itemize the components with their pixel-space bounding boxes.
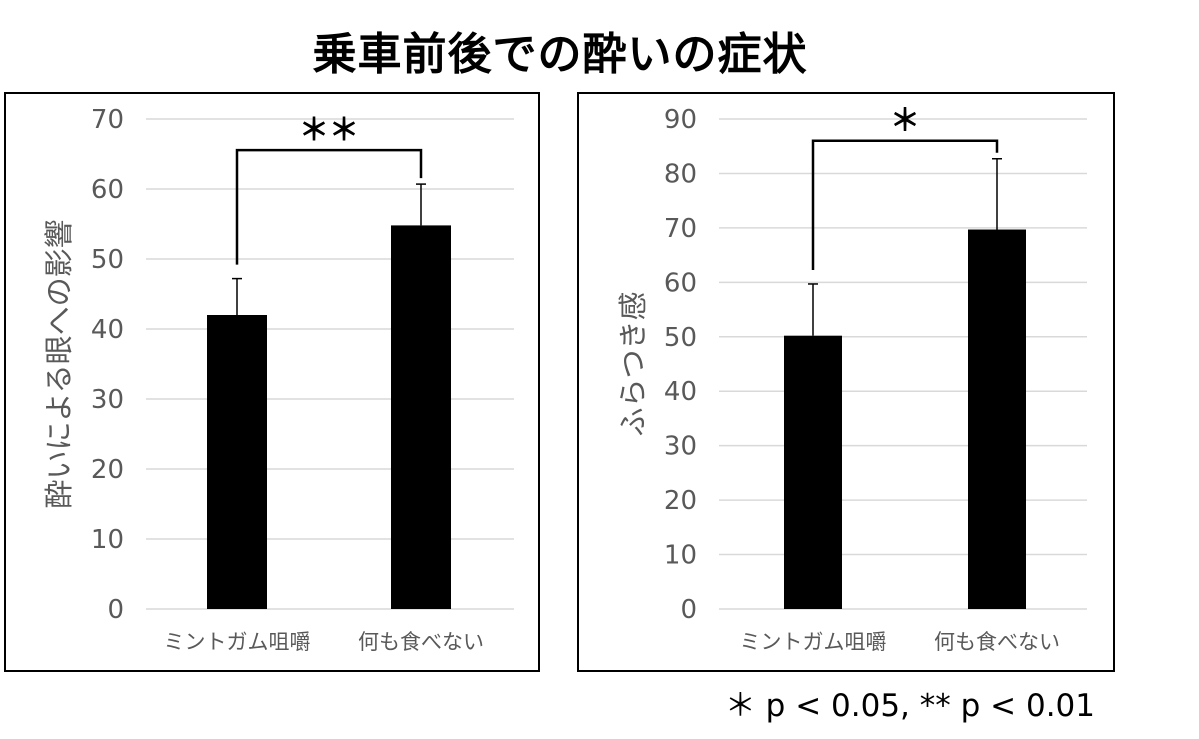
y-tick-label: 0 (107, 595, 124, 625)
significance-footnote: ＊ p < 0.05, ** p < 0.01 (724, 688, 1095, 724)
y-tick-label: 90 (664, 105, 697, 135)
x-category-label: 何も食べない (358, 630, 484, 654)
bar-chart-unsteadiness: 0 10 20 30 40 50 60 70 80 90 ミントガム咀嚼 何も食べない ＊ ふらつき感 (616, 104, 1087, 654)
y-tick-label: 80 (664, 159, 697, 189)
y-tick-label: 30 (664, 432, 697, 462)
y-tick-label: 60 (664, 268, 697, 298)
significance-marker: ＊ (890, 104, 920, 139)
significance-bracket (235, 148, 423, 265)
significance-marker: ＊＊ (299, 113, 359, 148)
y-tick-label: 30 (91, 385, 124, 415)
y-tick-label: 10 (91, 525, 124, 555)
y-tick-label: 40 (91, 315, 124, 345)
y-axis-label: 酔いによる眼への影響 (42, 219, 76, 508)
y-tick-label: 20 (91, 455, 124, 485)
chart-panel-eye-effect: 0 10 20 30 40 50 60 70 ミントガム咀嚼 何も食べない ＊＊ 酔いによる眼への影響 (4, 92, 540, 672)
chart-title: 乗車前後での酔いの症状 (312, 29, 808, 80)
y-tick-label: 50 (91, 245, 124, 275)
bar (968, 229, 1026, 609)
bar (207, 315, 267, 609)
x-category-label: ミントガム咀嚼 (164, 630, 311, 654)
bar-chart-eye-effect: 0 10 20 30 40 50 60 70 ミントガム咀嚼 何も食べない ＊＊ 酔いによる眼への影響 (42, 105, 514, 654)
y-tick-label: 70 (91, 105, 124, 135)
y-tick-label: 10 (664, 541, 697, 571)
x-category-label: 何も食べない (934, 630, 1060, 654)
y-tick-label: 20 (664, 486, 697, 516)
y-tick-label: 50 (664, 323, 697, 353)
bar (784, 335, 842, 609)
y-tick-label: 0 (680, 595, 697, 625)
bar (391, 225, 451, 609)
x-category-label: ミントガム咀嚼 (740, 630, 887, 654)
chart-panel-unsteadiness: 0 10 20 30 40 50 60 70 80 90 ミントガム咀嚼 何も食べない ＊ ふらつき感 (577, 92, 1115, 672)
significance-bracket (811, 139, 999, 270)
y-tick-label: 70 (664, 214, 697, 244)
y-tick-label: 40 (664, 377, 697, 407)
y-axis-label: ふらつき感 (616, 291, 650, 436)
y-tick-label: 60 (91, 175, 124, 205)
